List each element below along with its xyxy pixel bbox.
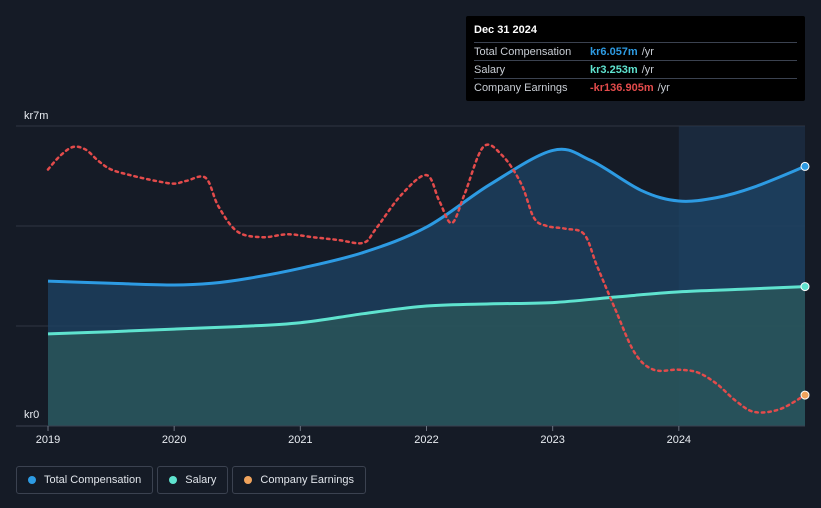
tooltip-unit: /yr bbox=[641, 63, 654, 76]
company-earnings-line bbox=[46, 143, 807, 414]
x-tick-label: 2024 bbox=[667, 434, 691, 446]
hover-tooltip: Dec 31 2024 Total Compensation kr6.057m … bbox=[466, 16, 805, 101]
total-compensation-line bbox=[47, 147, 806, 287]
legend-label: Company Earnings bbox=[260, 474, 354, 486]
tooltip-label: Salary bbox=[474, 63, 506, 76]
x-tick-label: 2019 bbox=[36, 434, 60, 446]
salary-area bbox=[48, 286, 805, 426]
y-axis-min-label: kr0 bbox=[24, 409, 39, 421]
x-tick-label: 2022 bbox=[414, 434, 438, 446]
x-tick-label: 2021 bbox=[288, 434, 312, 446]
tooltip-row-company-earnings: Company Earnings -kr136.905m /yr bbox=[474, 78, 797, 96]
legend-item-salary[interactable]: Salary bbox=[157, 466, 229, 494]
tooltip-label: Company Earnings bbox=[474, 81, 568, 94]
legend-dot-icon bbox=[169, 476, 178, 484]
axes: 2019 2020 2021 2022 2023 2024 bbox=[16, 425, 805, 446]
area-fills bbox=[48, 149, 805, 427]
tooltip-value: -kr136.905m bbox=[590, 81, 654, 94]
legend-label: Total Compensation bbox=[44, 474, 142, 486]
legend-dot-icon bbox=[244, 476, 253, 484]
tooltip-row-salary: Salary kr3.253m /yr bbox=[474, 60, 797, 78]
company-earnings-end-marker bbox=[800, 390, 810, 400]
salary-end-marker bbox=[800, 282, 810, 292]
tooltip-unit: /yr bbox=[657, 81, 670, 94]
salary-line bbox=[47, 285, 806, 336]
legend-item-company-earnings[interactable]: Company Earnings bbox=[232, 466, 366, 494]
series-lines bbox=[46, 143, 807, 414]
legend-dot-icon bbox=[28, 476, 36, 484]
chart-legend: Total Compensation Salary Company Earnin… bbox=[16, 466, 366, 494]
legend-label: Salary bbox=[185, 474, 217, 486]
tooltip-unit: /yr bbox=[641, 45, 654, 58]
total-compensation-end-marker bbox=[800, 161, 810, 171]
tooltip-label: Total Compensation bbox=[474, 45, 572, 58]
y-axis-max-label: kr7m bbox=[24, 110, 48, 122]
tooltip-date: Dec 31 2024 bbox=[474, 24, 537, 36]
x-tick-label: 2020 bbox=[162, 434, 186, 446]
tooltip-value: kr3.253m bbox=[590, 63, 638, 76]
end-markers bbox=[800, 161, 810, 400]
legend-item-total-compensation[interactable]: Total Compensation bbox=[16, 466, 154, 494]
tooltip-row-total-compensation: Total Compensation kr6.057m /yr bbox=[474, 42, 797, 60]
tooltip-value: kr6.057m bbox=[590, 45, 638, 58]
x-tick-label: 2023 bbox=[540, 434, 564, 446]
